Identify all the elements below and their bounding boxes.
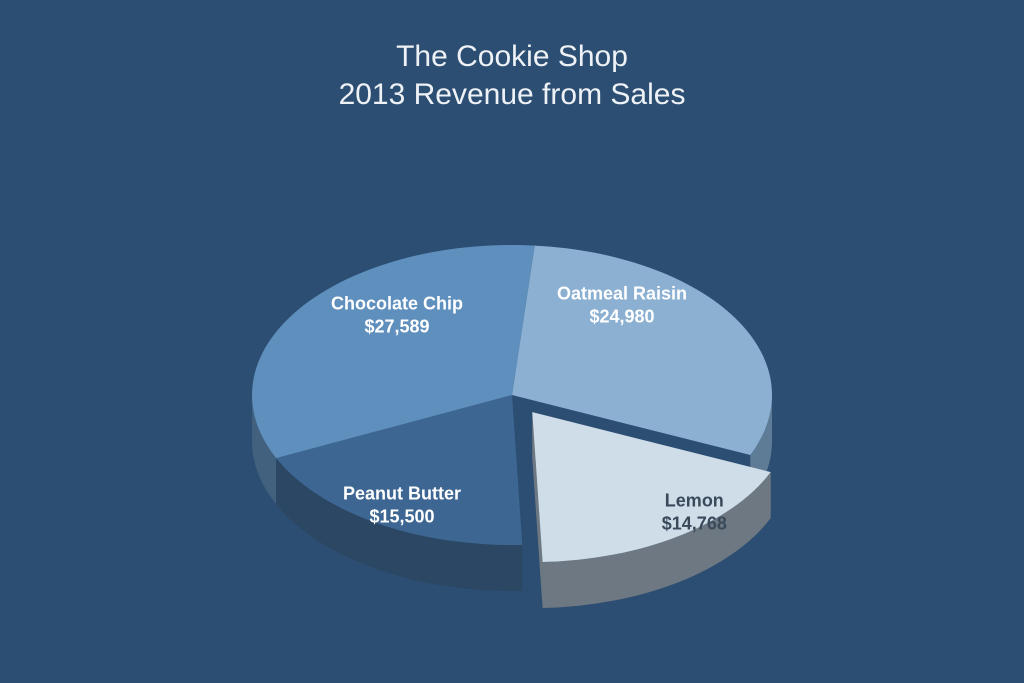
slice-label: Peanut Butter$15,500 [343,483,461,528]
slice-label: Oatmeal Raisin$24,980 [557,283,687,328]
slice-label-value: $15,500 [343,505,461,528]
slice-label: Chocolate Chip$27,589 [331,293,463,338]
slice-label-value: $27,589 [331,315,463,338]
slice-label-name: Lemon [662,490,727,513]
pie-chart [0,0,1024,683]
slice-label-name: Chocolate Chip [331,293,463,316]
slice-label: Lemon$14,768 [662,490,727,535]
slice-label-name: Oatmeal Raisin [557,283,687,306]
slice-label-name: Peanut Butter [343,483,461,506]
chart-stage: The Cookie Shop 2013 Revenue from Sales … [0,0,1024,683]
slice-label-value: $14,768 [662,512,727,535]
slice-label-value: $24,980 [557,305,687,328]
